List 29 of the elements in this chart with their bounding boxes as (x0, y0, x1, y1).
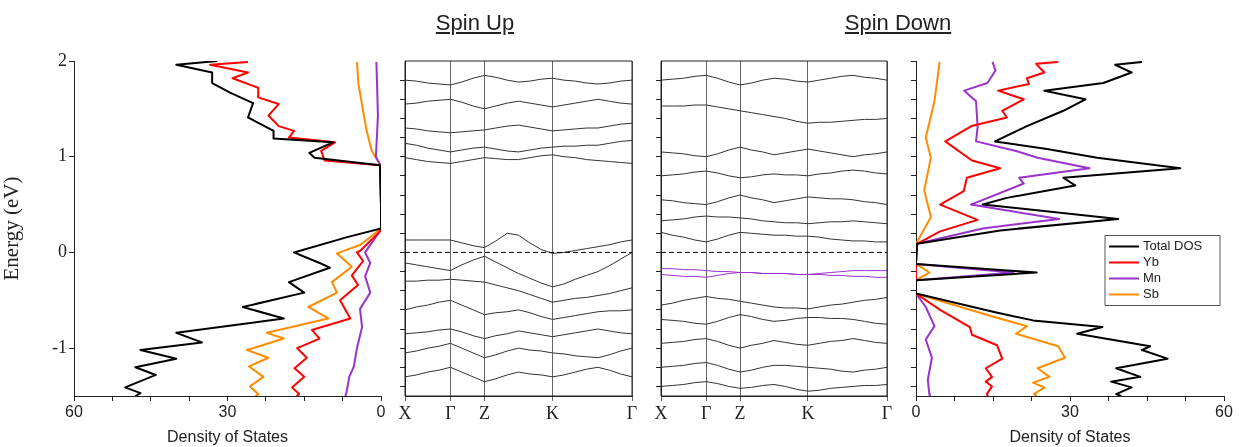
chart-title: Spin Down (843, 10, 953, 36)
x-tick-label: Γ (626, 402, 638, 423)
x-tick-label: X (398, 402, 412, 423)
x-tick-label: Z (734, 402, 746, 423)
x-tick-label: Z (478, 402, 490, 423)
x-tick-label: Γ (881, 402, 893, 423)
y-axis-title: Energy (eV) (0, 176, 24, 281)
x-tick-label: K (801, 402, 815, 423)
x-tick-label: 30 (218, 403, 237, 421)
x-tick-label: 60 (1215, 403, 1233, 421)
x-tick-label: Γ (445, 402, 456, 423)
legend-label: Yb (1143, 254, 1159, 270)
x-tick-label: 0 (376, 403, 386, 421)
chart-title: Spin Up (434, 10, 516, 36)
x-tick-label: K (546, 402, 560, 423)
x-tick-label: Γ (701, 402, 712, 423)
y-tick-label: 0 (58, 241, 67, 262)
x-tick-label: X (654, 402, 668, 423)
x-tick-label: 60 (65, 403, 83, 421)
x-axis-title: Density of States (167, 427, 288, 445)
y-tick-label: 2 (58, 49, 67, 70)
x-tick-label: 0 (911, 403, 921, 421)
legend-label: Mn (1143, 270, 1162, 286)
legend-label: Sb (1143, 286, 1159, 302)
x-axis-title: Density of States (1009, 427, 1131, 445)
y-tick-label: 1 (58, 145, 67, 166)
legend-label: Total DOS (1143, 238, 1203, 254)
y-tick-label: -1 (52, 336, 67, 357)
x-tick-label: 30 (1061, 403, 1079, 421)
